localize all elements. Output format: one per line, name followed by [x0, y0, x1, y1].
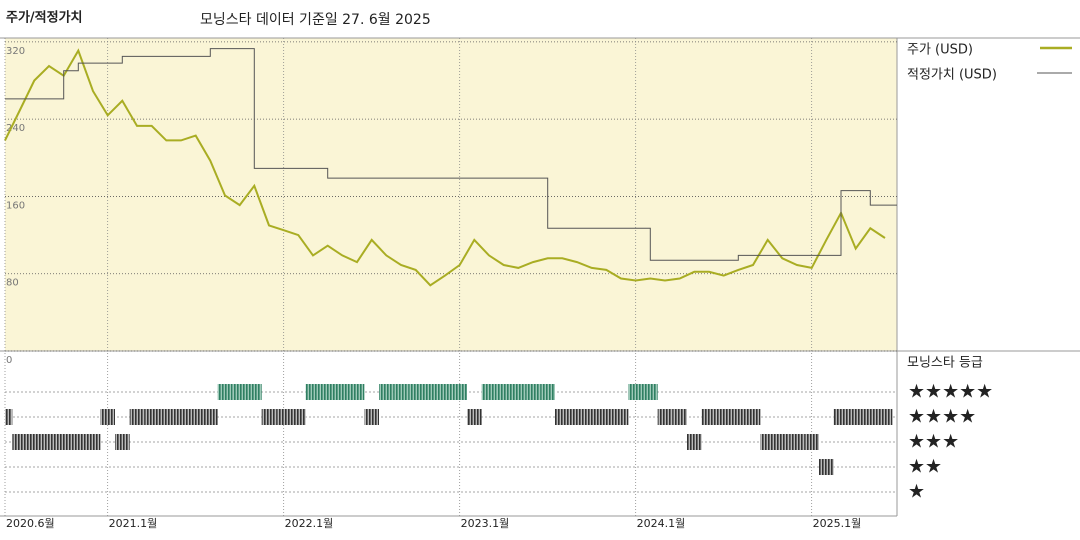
y-tick-label: 320: [6, 46, 25, 57]
rating-block: [129, 409, 145, 425]
fair-value-line: [5, 48, 897, 261]
legend-label: 주가 (USD): [907, 43, 973, 58]
rating-title: 모닝스타 등급: [907, 356, 983, 371]
rating-block: [85, 434, 101, 450]
rating-block: [217, 384, 233, 400]
y-tick-label: 160: [6, 200, 25, 211]
rating-label: ★★★★★: [908, 381, 993, 403]
rating-block: [335, 384, 350, 400]
x-tick-label: 2022.1월: [285, 517, 334, 530]
rating-block: [481, 384, 497, 400]
rating-block: [599, 409, 614, 425]
rating-block: [379, 384, 394, 400]
x-tick-label: 2024.1월: [637, 517, 686, 530]
rating-block: [467, 409, 482, 425]
rating-block: [452, 384, 467, 400]
rating-block: [877, 409, 893, 425]
rating-block: [203, 409, 218, 425]
y-tick-label: 0: [6, 355, 12, 366]
rating-block: [159, 409, 174, 425]
rating-block: [276, 409, 291, 425]
rating-block: [789, 434, 805, 450]
rating-block: [672, 409, 687, 425]
rating-label: ★: [908, 481, 925, 503]
rating-block: [775, 434, 790, 450]
rating-block: [657, 409, 673, 425]
x-tick-label: 2025.1월: [813, 517, 862, 530]
rating-block: [261, 409, 277, 425]
rating-block: [364, 409, 379, 425]
rating-block: [496, 384, 511, 400]
rating-block: [291, 409, 306, 425]
rating-label: ★★: [908, 456, 942, 478]
x-tick-label: 2020.6월: [6, 517, 55, 530]
rating-block: [12, 434, 27, 450]
plot-background: [5, 38, 897, 351]
rating-block: [525, 384, 541, 400]
rating-block: [247, 384, 262, 400]
rating-block: [188, 409, 203, 425]
rating-label: ★★★★: [908, 406, 976, 428]
rating-block: [393, 384, 409, 400]
rating-block: [569, 409, 585, 425]
rating-block: [144, 409, 159, 425]
rating-block: [745, 409, 761, 425]
rating-block: [760, 434, 775, 450]
rating-block: [555, 409, 570, 425]
rating-block: [71, 434, 86, 450]
y-tick-label: 80: [6, 278, 19, 289]
rating-block: [408, 384, 423, 400]
rating-block: [349, 384, 365, 400]
rating-block: [613, 409, 629, 425]
rating-block: [716, 409, 731, 425]
rating-block: [56, 434, 71, 450]
rating-block: [5, 409, 13, 425]
rating-block: [731, 409, 746, 425]
rating-block: [423, 384, 438, 400]
rating-block: [584, 409, 599, 425]
rating-block: [320, 384, 335, 400]
rating-block: [173, 409, 189, 425]
rating-block: [848, 409, 863, 425]
rating-block: [540, 384, 555, 400]
rating-block: [863, 409, 878, 425]
rating-label: ★★★: [908, 431, 959, 453]
price-line: [4, 48, 886, 287]
rating-block: [804, 434, 819, 450]
x-tick-label: 2021.1월: [109, 517, 158, 530]
y-tick-label: 240: [6, 123, 25, 134]
legend-label: 적정가치 (USD): [907, 68, 997, 83]
rating-block: [232, 384, 247, 400]
rating-block: [511, 384, 526, 400]
rating-block: [437, 384, 453, 400]
rating-block: [115, 434, 130, 450]
chart-subtitle: 모닝스타 데이터 기준일 27. 6월 2025: [200, 12, 431, 28]
rating-block: [305, 384, 321, 400]
x-tick-label: 2023.1월: [461, 517, 510, 530]
rating-block: [701, 409, 717, 425]
rating-block: [643, 384, 658, 400]
rating-block: [833, 409, 849, 425]
rating-block: [819, 459, 834, 475]
rating-block: [100, 409, 115, 425]
rating-block: [27, 434, 42, 450]
rating-block: [687, 434, 702, 450]
rating-block: [41, 434, 57, 450]
rating-block: [628, 384, 643, 400]
chart-title: 주가/적정가치: [6, 10, 83, 26]
